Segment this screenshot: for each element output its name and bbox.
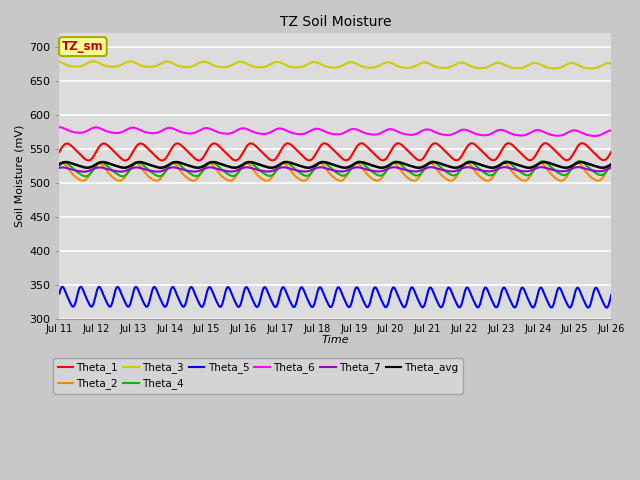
Theta_5 xyxy=(56,291,63,297)
X-axis label: Time: Time xyxy=(321,335,349,345)
Theta_2 xyxy=(370,177,378,182)
Theta_7 xyxy=(80,169,88,175)
Theta_avg xyxy=(98,159,106,165)
Theta_2 xyxy=(98,162,106,168)
Theta_6 xyxy=(290,131,298,136)
Theta_avg xyxy=(301,165,309,170)
Theta_5 xyxy=(58,284,66,289)
Theta_7 xyxy=(370,168,378,174)
Theta_6 xyxy=(121,128,129,134)
Title: TZ Soil Moisture: TZ Soil Moisture xyxy=(280,15,391,29)
Line: Theta_5: Theta_5 xyxy=(60,287,611,308)
Theta_3 xyxy=(99,62,106,68)
Theta_5 xyxy=(301,291,309,297)
Theta_2 xyxy=(121,175,129,180)
Line: Theta_1: Theta_1 xyxy=(60,143,611,160)
Theta_avg xyxy=(370,163,378,169)
Theta_3 xyxy=(90,59,97,64)
Theta_3 xyxy=(588,66,595,72)
Theta_5 xyxy=(607,292,615,298)
Line: Theta_2: Theta_2 xyxy=(60,163,611,181)
Theta_5 xyxy=(99,289,106,295)
Theta_6 xyxy=(311,126,319,132)
Theta_3 xyxy=(56,59,63,64)
Theta_3 xyxy=(301,62,309,68)
Theta_5 xyxy=(603,305,611,311)
Theta_3 xyxy=(370,65,378,71)
Theta_4 xyxy=(301,173,309,179)
Theta_1 xyxy=(290,144,298,150)
Theta_1 xyxy=(370,151,378,156)
Theta_2 xyxy=(557,178,565,184)
Theta_6 xyxy=(56,124,63,130)
Theta_7 xyxy=(290,167,298,173)
Theta_7 xyxy=(574,164,582,170)
Theta_7 xyxy=(301,168,309,174)
Theta_2 xyxy=(352,160,360,166)
Theta_avg xyxy=(290,161,298,167)
Theta_7 xyxy=(56,165,63,171)
Theta_avg xyxy=(607,161,615,167)
Theta_4 xyxy=(370,170,378,176)
Theta_2 xyxy=(607,161,615,167)
Theta_avg xyxy=(194,165,202,170)
Theta_1 xyxy=(312,152,319,158)
Line: Theta_avg: Theta_avg xyxy=(60,162,611,168)
Theta_7 xyxy=(312,166,319,171)
Theta_6 xyxy=(301,131,308,136)
Theta_3 xyxy=(312,59,319,65)
Theta_avg xyxy=(312,162,319,168)
Theta_4 xyxy=(576,158,584,164)
Theta_6 xyxy=(98,126,106,132)
Line: Theta_7: Theta_7 xyxy=(60,167,611,172)
Theta_5 xyxy=(370,286,378,292)
Theta_7 xyxy=(607,165,615,170)
Theta_1 xyxy=(56,149,63,155)
Theta_4 xyxy=(99,159,106,165)
Legend: Theta_1, Theta_2, Theta_3, Theta_4, Theta_5, Theta_6, Theta_7, Theta_avg: Theta_1, Theta_2, Theta_3, Theta_4, Thet… xyxy=(54,358,463,394)
Line: Theta_3: Theta_3 xyxy=(60,61,611,69)
Theta_3 xyxy=(121,60,129,66)
Theta_avg xyxy=(577,159,585,165)
Theta_2 xyxy=(56,161,63,167)
Theta_4 xyxy=(56,163,63,168)
Theta_4 xyxy=(290,165,298,171)
Theta_2 xyxy=(290,171,298,177)
Theta_4 xyxy=(607,162,615,168)
Theta_3 xyxy=(290,64,298,70)
Theta_7 xyxy=(99,165,106,170)
Theta_4 xyxy=(82,173,90,179)
Line: Theta_4: Theta_4 xyxy=(60,161,611,176)
Theta_avg xyxy=(56,161,63,167)
Theta_4 xyxy=(312,165,319,170)
Theta_6 xyxy=(369,132,377,137)
Y-axis label: Soil Moisture (mV): Soil Moisture (mV) xyxy=(15,125,25,227)
Theta_5 xyxy=(121,299,129,305)
Theta_2 xyxy=(311,163,319,169)
Theta_1 xyxy=(607,149,615,155)
Theta_7 xyxy=(121,168,129,174)
Theta_5 xyxy=(290,304,298,310)
Theta_2 xyxy=(301,178,308,183)
Theta_1 xyxy=(579,140,586,146)
Theta_4 xyxy=(121,173,129,179)
Theta_3 xyxy=(607,60,615,66)
Line: Theta_6: Theta_6 xyxy=(60,127,611,136)
Theta_1 xyxy=(301,156,309,161)
Theta_6 xyxy=(607,128,615,133)
Theta_1 xyxy=(121,157,129,163)
Text: TZ_sm: TZ_sm xyxy=(62,40,104,53)
Theta_avg xyxy=(121,165,129,170)
Theta_6 xyxy=(591,133,599,139)
Theta_5 xyxy=(312,298,319,304)
Theta_1 xyxy=(99,141,106,147)
Theta_1 xyxy=(84,157,92,163)
